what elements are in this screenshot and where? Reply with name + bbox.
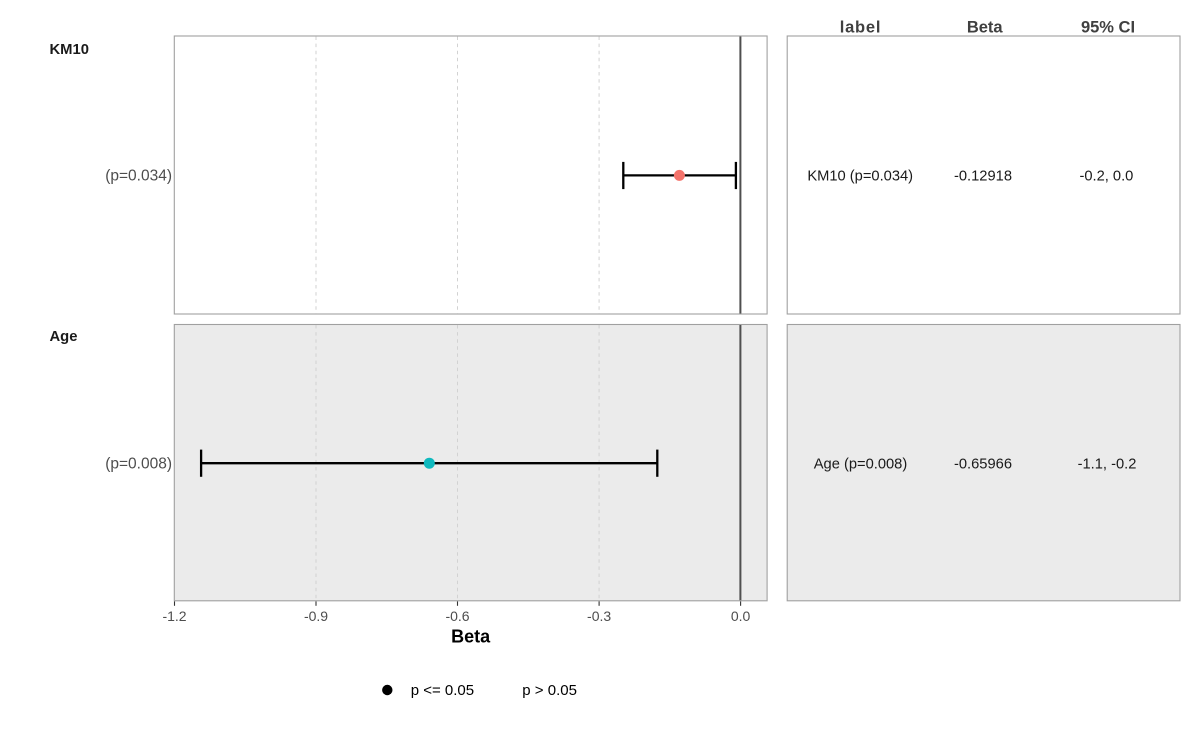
svg-text:(p=0.008): (p=0.008) [105, 455, 172, 472]
svg-text:Beta: Beta [451, 626, 491, 646]
svg-text:-1.2: -1.2 [162, 608, 186, 624]
svg-text:label: label [840, 19, 882, 37]
svg-text:-0.12918: -0.12918 [954, 169, 1012, 185]
svg-text:-1.1, -0.2: -1.1, -0.2 [1078, 456, 1137, 472]
svg-text:KM10: KM10 [50, 42, 89, 58]
svg-text:Beta: Beta [967, 19, 1004, 37]
svg-text:0.0: 0.0 [731, 608, 751, 624]
svg-text:p <= 0.05: p <= 0.05 [411, 682, 474, 699]
svg-text:-0.2, 0.0: -0.2, 0.0 [1079, 169, 1133, 185]
svg-text:(p=0.034): (p=0.034) [105, 168, 172, 185]
svg-text:-0.6: -0.6 [445, 608, 469, 624]
svg-text:Age: Age [50, 329, 78, 345]
svg-text:-0.3: -0.3 [587, 608, 611, 624]
svg-text:95% CI: 95% CI [1081, 19, 1135, 37]
svg-text:-0.65966: -0.65966 [954, 456, 1012, 472]
svg-text:p > 0.05: p > 0.05 [522, 682, 577, 699]
svg-text:-0.9: -0.9 [304, 608, 328, 624]
svg-text:KM10 (p=0.034): KM10 (p=0.034) [807, 169, 913, 185]
svg-text:Age (p=0.008): Age (p=0.008) [814, 456, 908, 472]
